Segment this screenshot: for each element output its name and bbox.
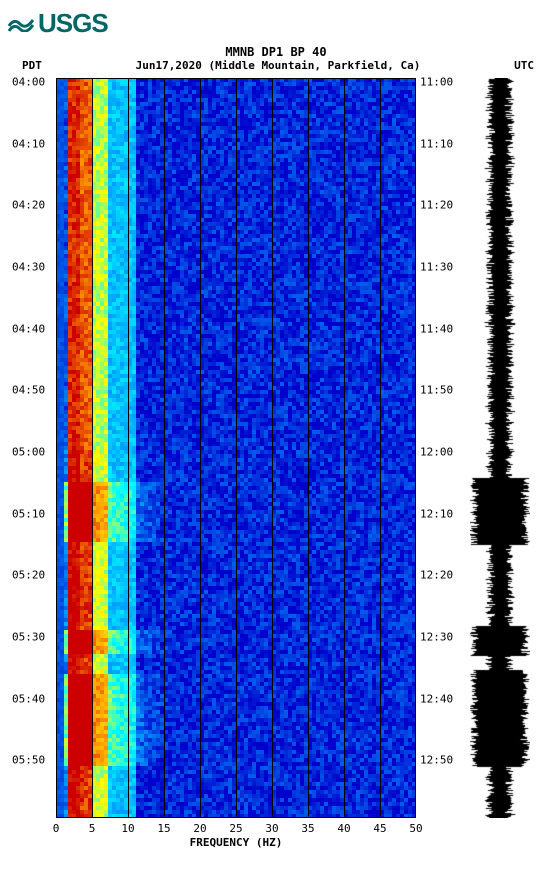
y-left-tick: 05:20	[12, 569, 45, 582]
x-tick: 10	[121, 822, 134, 835]
grid-line	[272, 78, 273, 818]
y-left-tick: 04:00	[12, 76, 45, 89]
y-right-tick: 12:50	[420, 754, 453, 767]
y-left-tick: 04:30	[12, 261, 45, 274]
date-location: Jun17,2020 (Middle Mountain, Parkfield, …	[136, 59, 421, 72]
usgs-logo-text: USGS	[38, 8, 108, 39]
x-tick: 5	[89, 822, 96, 835]
y-right-tick: 12:00	[420, 446, 453, 459]
x-tick: 30	[265, 822, 278, 835]
spectrogram: 11:0011:1011:2011:3011:4011:5012:0012:10…	[56, 78, 416, 818]
y-right-tick: 11:10	[420, 137, 453, 150]
y-right-tick: 12:20	[420, 569, 453, 582]
grid-line	[128, 78, 129, 818]
grid-line	[164, 78, 165, 818]
y-right-tick: 11:40	[420, 322, 453, 335]
x-tick: 35	[301, 822, 314, 835]
y-left-tick: 05:00	[12, 446, 45, 459]
y-right-axis: 11:00 11:10 11:20 11:30 11:40 11:50 12:00 12:10…	[420, 78, 464, 818]
right-timezone: UTC	[514, 59, 534, 72]
usgs-logo: USGS	[8, 8, 108, 39]
y-left-tick: 04:50	[12, 384, 45, 397]
y-right-tick: 12:10	[420, 507, 453, 520]
x-tick: 50	[409, 822, 422, 835]
x-tick: 15	[157, 822, 170, 835]
plot-area: 04:00 04:10 04:20 04:30 04:40 04:50 05:00 05:10…	[8, 78, 544, 818]
y-left-axis: 04:00 04:10 04:20 04:30 04:40 04:50 05:00 05:10…	[8, 78, 54, 818]
chart-title: MMNB DP1 BP 40	[8, 45, 544, 59]
y-right-tick: 12:30	[420, 631, 453, 644]
y-left-tick: 05:30	[12, 631, 45, 644]
x-axis: 05101520253035404550 FREQUENCY (HZ)	[56, 818, 416, 848]
x-tick: 0	[53, 822, 60, 835]
y-left-tick: 04:40	[12, 322, 45, 335]
grid-line	[200, 78, 201, 818]
y-left-tick: 04:20	[12, 199, 45, 212]
grid-line	[344, 78, 345, 818]
x-tick: 25	[229, 822, 242, 835]
usgs-wave-icon	[8, 8, 34, 39]
y-right-tick: 12:40	[420, 692, 453, 705]
waveform	[470, 78, 530, 818]
y-right-tick: 11:30	[420, 261, 453, 274]
y-right-tick: 11:50	[420, 384, 453, 397]
grid-line	[380, 78, 381, 818]
y-left-tick: 05:40	[12, 692, 45, 705]
chart-subtitle: PDT Jun17,2020 (Middle Mountain, Parkfie…	[8, 59, 544, 72]
x-axis-label: FREQUENCY (HZ)	[190, 836, 283, 849]
left-timezone: PDT	[22, 59, 42, 72]
y-right-tick: 11:20	[420, 199, 453, 212]
grid-line	[92, 78, 93, 818]
y-left-tick: 05:50	[12, 754, 45, 767]
x-tick: 45	[373, 822, 386, 835]
grid-line	[236, 78, 237, 818]
grid-line	[308, 78, 309, 818]
y-left-tick: 05:10	[12, 507, 45, 520]
x-tick: 20	[193, 822, 206, 835]
x-tick: 40	[337, 822, 350, 835]
y-left-tick: 04:10	[12, 137, 45, 150]
y-right-tick: 11:00	[420, 76, 453, 89]
